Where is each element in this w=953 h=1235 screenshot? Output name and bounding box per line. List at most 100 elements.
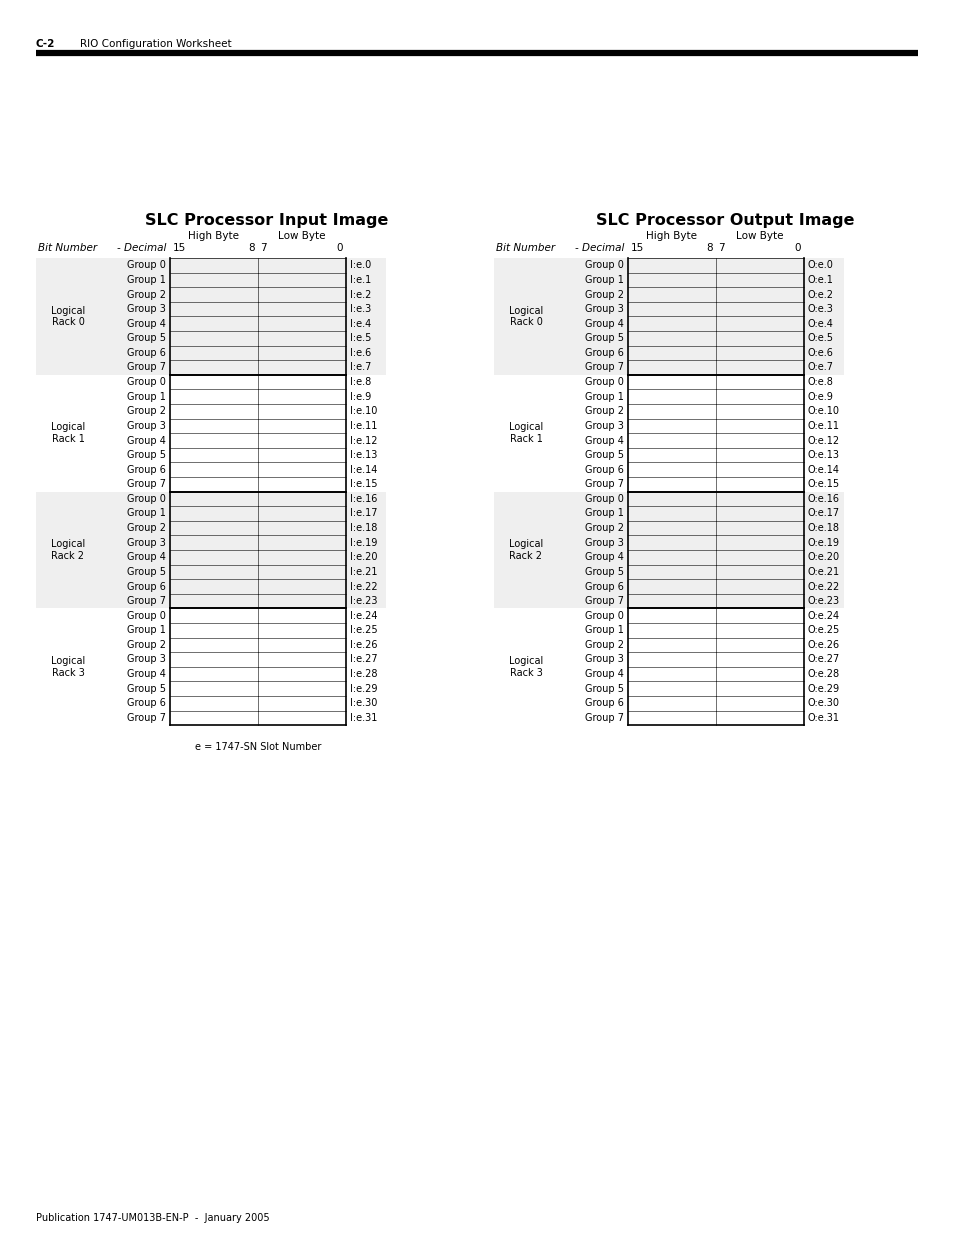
Text: Group 7: Group 7	[127, 363, 166, 373]
Text: O:e.13: O:e.13	[807, 450, 840, 461]
Text: I:e.19: I:e.19	[350, 537, 377, 547]
Text: I:e.21: I:e.21	[350, 567, 377, 577]
Text: Group 0: Group 0	[584, 494, 623, 504]
Text: O:e.4: O:e.4	[807, 319, 833, 329]
Text: Group 5: Group 5	[584, 567, 623, 577]
Text: Group 7: Group 7	[127, 713, 166, 722]
Text: Group 4: Group 4	[127, 436, 166, 446]
Text: Bit Number: Bit Number	[496, 243, 555, 253]
Text: Group 6: Group 6	[584, 582, 623, 592]
Text: O:e.8: O:e.8	[807, 377, 833, 387]
Text: O:e.17: O:e.17	[807, 509, 840, 519]
Text: O:e.30: O:e.30	[807, 698, 840, 709]
Text: I:e.9: I:e.9	[350, 391, 371, 401]
Text: SLC Processor Output Image: SLC Processor Output Image	[595, 212, 853, 227]
Text: O:e.9: O:e.9	[807, 391, 833, 401]
Bar	[36, 258, 386, 374]
Text: 8: 8	[705, 243, 712, 253]
Text: Group 5: Group 5	[584, 684, 623, 694]
Text: Group 3: Group 3	[584, 421, 623, 431]
Text: Bit Number: Bit Number	[38, 243, 97, 253]
Text: 8: 8	[248, 243, 254, 253]
Text: O:e.28: O:e.28	[807, 669, 840, 679]
Text: Group 1: Group 1	[584, 275, 623, 285]
Text: Group 4: Group 4	[127, 669, 166, 679]
Text: Group 4: Group 4	[584, 669, 623, 679]
Text: Group 5: Group 5	[127, 450, 166, 461]
Text: I:e.30: I:e.30	[350, 698, 377, 709]
Text: I:e.1: I:e.1	[350, 275, 371, 285]
Text: O:e.16: O:e.16	[807, 494, 840, 504]
Text: O:e.26: O:e.26	[807, 640, 840, 650]
Text: Group 0: Group 0	[127, 377, 166, 387]
Text: Publication 1747-UM013B-EN-P  -  January 2005: Publication 1747-UM013B-EN-P - January 2…	[36, 1213, 270, 1223]
Text: Group 6: Group 6	[584, 698, 623, 709]
Text: High Byte: High Byte	[189, 231, 239, 241]
Text: Group 4: Group 4	[127, 552, 166, 562]
Text: Logical
Rack 2: Logical Rack 2	[508, 540, 542, 561]
Text: Group 7: Group 7	[584, 479, 623, 489]
Text: Group 2: Group 2	[127, 289, 166, 300]
Text: O:e.23: O:e.23	[807, 597, 840, 606]
Text: Group 6: Group 6	[127, 698, 166, 709]
Text: 7: 7	[718, 243, 724, 253]
Text: Group 7: Group 7	[127, 479, 166, 489]
Text: Group 7: Group 7	[584, 713, 623, 722]
Text: O:e.25: O:e.25	[807, 625, 840, 635]
Text: C-2: C-2	[36, 40, 55, 49]
Text: Logical
Rack 0: Logical Rack 0	[508, 305, 542, 327]
Text: Group 3: Group 3	[584, 537, 623, 547]
Text: I:e.28: I:e.28	[350, 669, 377, 679]
Text: RIO Configuration Worksheet: RIO Configuration Worksheet	[80, 40, 232, 49]
Text: I:e.2: I:e.2	[350, 289, 371, 300]
Text: Group 0: Group 0	[127, 610, 166, 621]
Text: Group 3: Group 3	[127, 421, 166, 431]
Text: Group 2: Group 2	[584, 289, 623, 300]
Text: Group 4: Group 4	[127, 319, 166, 329]
Text: I:e.24: I:e.24	[350, 610, 377, 621]
Text: Group 3: Group 3	[584, 304, 623, 314]
Text: Group 2: Group 2	[584, 406, 623, 416]
Text: O:e.24: O:e.24	[807, 610, 840, 621]
Text: e = 1747-SN Slot Number: e = 1747-SN Slot Number	[194, 742, 321, 752]
Text: Group 2: Group 2	[584, 640, 623, 650]
Bar	[494, 492, 843, 609]
Text: O:e.19: O:e.19	[807, 537, 840, 547]
Text: I:e.3: I:e.3	[350, 304, 371, 314]
Text: Low Byte: Low Byte	[736, 231, 783, 241]
Text: I:e.31: I:e.31	[350, 713, 377, 722]
Text: 7: 7	[260, 243, 266, 253]
Text: Group 7: Group 7	[584, 363, 623, 373]
Text: I:e.29: I:e.29	[350, 684, 377, 694]
Text: Group 5: Group 5	[127, 567, 166, 577]
Text: I:e.22: I:e.22	[350, 582, 377, 592]
Text: Group 1: Group 1	[584, 391, 623, 401]
Text: O:e.20: O:e.20	[807, 552, 840, 562]
Text: Group 0: Group 0	[127, 494, 166, 504]
Text: Group 3: Group 3	[127, 304, 166, 314]
Text: Group 7: Group 7	[584, 597, 623, 606]
Text: 0: 0	[336, 243, 343, 253]
Text: Group 1: Group 1	[584, 625, 623, 635]
Text: Group 7: Group 7	[127, 597, 166, 606]
Text: I:e.0: I:e.0	[350, 261, 371, 270]
Bar	[36, 492, 386, 609]
Text: I:e.11: I:e.11	[350, 421, 377, 431]
Text: I:e.23: I:e.23	[350, 597, 377, 606]
Text: O:e.27: O:e.27	[807, 655, 840, 664]
Text: - Decimal: - Decimal	[574, 243, 623, 253]
Text: O:e.21: O:e.21	[807, 567, 840, 577]
Text: O:e.0: O:e.0	[807, 261, 833, 270]
Text: Group 4: Group 4	[584, 436, 623, 446]
Text: Low Byte: Low Byte	[278, 231, 325, 241]
Text: Logical
Rack 3: Logical Rack 3	[51, 656, 85, 678]
Text: O:e.14: O:e.14	[807, 464, 840, 474]
Text: Logical
Rack 3: Logical Rack 3	[508, 656, 542, 678]
Text: Group 1: Group 1	[584, 509, 623, 519]
Text: I:e.7: I:e.7	[350, 363, 371, 373]
Text: Group 6: Group 6	[127, 582, 166, 592]
Text: Logical
Rack 1: Logical Rack 1	[508, 422, 542, 445]
Text: Group 4: Group 4	[584, 552, 623, 562]
Text: Group 1: Group 1	[127, 275, 166, 285]
Text: Group 5: Group 5	[127, 333, 166, 343]
